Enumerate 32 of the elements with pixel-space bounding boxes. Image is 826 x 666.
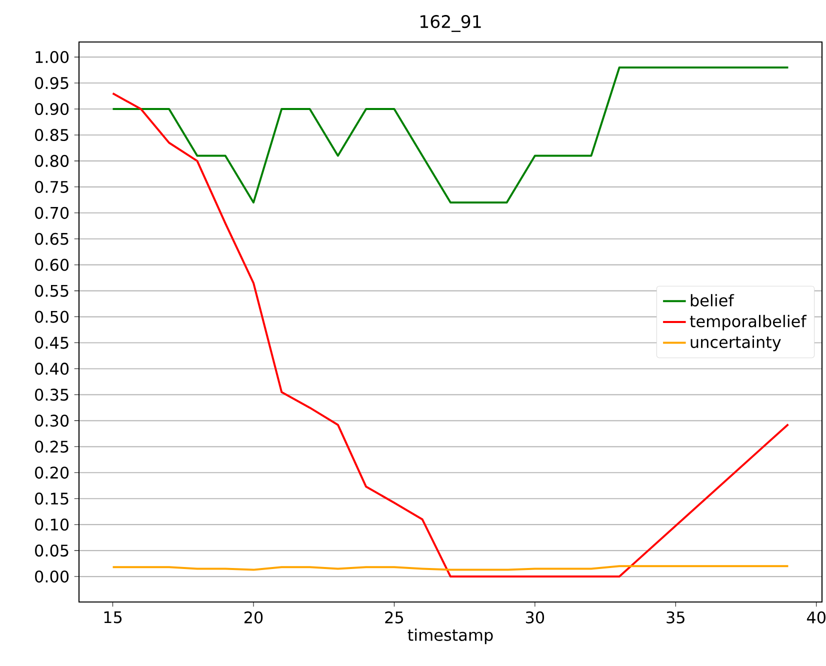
y-tick-label: 0.90 [35,102,69,116]
y-tick-label: 0.85 [35,128,68,142]
y-tick-label: 0.40 [35,362,69,375]
y-tick-label: 0.55 [35,284,68,297]
y-tick-label: 0.80 [35,154,69,167]
y-tick-label: 0.15 [35,492,68,505]
y-tick-label: 0.95 [35,76,68,90]
legend-label: uncertainty [690,336,781,352]
y-tick-label: 0.05 [35,544,68,557]
x-tick-label: 35 [666,611,684,624]
chart-title: 162_91 [420,14,481,32]
y-tick-label: 0.10 [35,518,69,531]
x-tick-label: 20 [244,611,263,624]
x-axis-title: timestamp [408,628,493,644]
y-tick-label: 0.25 [35,440,68,453]
y-tick-label: 0.45 [35,336,68,349]
y-tick-label: 0.50 [35,310,69,323]
y-tick-label: 0.00 [35,570,69,583]
y-tick-label: 0.20 [35,466,69,479]
x-tick-label: 30 [526,611,544,624]
y-tick-label: 0.35 [35,388,68,401]
x-tick-label: 15 [104,611,122,624]
legend-label: temporalbelief [690,314,807,330]
x-tick-label: 40 [806,611,826,624]
y-tick-label: 0.65 [35,232,68,245]
y-tick-label: 0.70 [35,206,69,219]
y-tick-label: 0.75 [35,180,68,193]
legend-label: belief [690,294,734,306]
y-tick-label: 0.60 [35,258,69,271]
x-tick-label: 25 [385,611,403,624]
y-tick-label: 0.30 [35,414,69,427]
y-tick-label: 1.00 [36,51,69,64]
